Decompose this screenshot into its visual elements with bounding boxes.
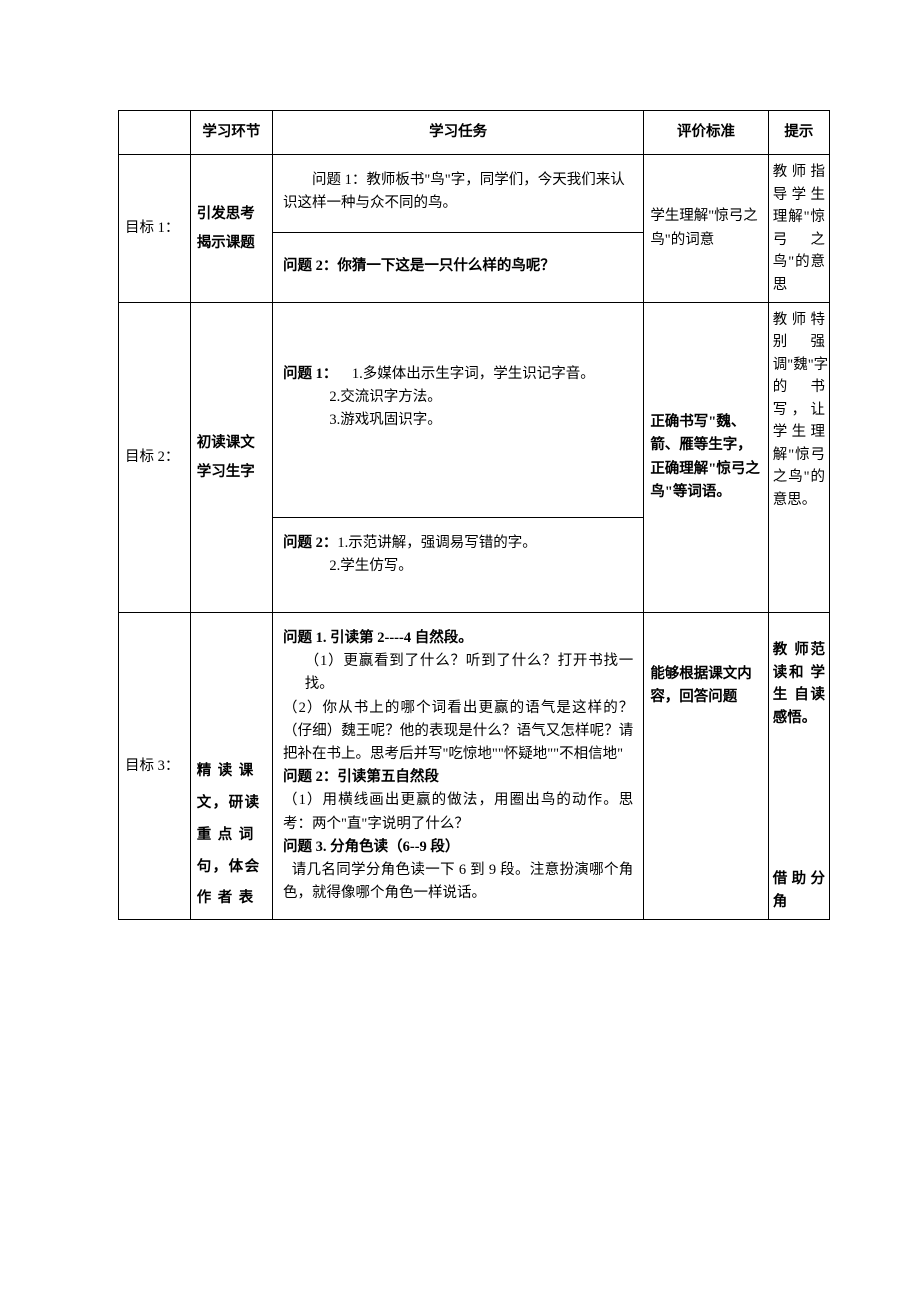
goal3-q1-title: 问题 1. 引读第 2----4 自然段。 [283, 627, 633, 650]
goal1-row1: 目标 1： 引发思考 揭示课题 问题 1：教师板书"鸟"字，同学们，今天我们来认… [119, 155, 830, 233]
header-eval: 评价标准 [644, 111, 768, 155]
goal2-task1-item3: 3.游戏巩固识字。 [283, 409, 633, 432]
goal1-eval: 学生理解"惊弓之鸟"的词意 [644, 155, 768, 303]
goal3-phase-l1: 精 读 课 [197, 756, 266, 788]
goal3-q2-title: 问题 2：引读第五自然段 [283, 766, 633, 789]
goal2-phase-line1: 初读课文 [197, 435, 255, 451]
goal1-phase-line1: 引发思考 [197, 206, 255, 222]
goal3-hint1: 教 师范 读和 学生 自读 感悟。 [768, 613, 829, 822]
goal3-hint2: 借助分角 [768, 822, 829, 920]
lesson-plan-table: 学习环节 学习任务 评价标准 提示 目标 1： 引发思考 揭示课题 问题 1：教… [118, 110, 830, 920]
goal2-task1-line1: 问题 1： 1.多媒体出示生字词，学生识记字音。 [283, 363, 633, 386]
goal2-eval: 正确书写"魏、箭、雁等生字，正确理解"惊弓之鸟"等词语。 [644, 303, 768, 613]
goal2-label: 目标 2： [119, 303, 191, 613]
goal1-task1: 问题 1：教师板书"鸟"字，同学们，今天我们来认识这样一种与众不同的鸟。 [273, 155, 644, 233]
goal2-task2-item1: 1.示范讲解，强调易写错的字。 [337, 535, 536, 551]
goal3-phase: 精 读 课 文，研读 重 点 词 句，体会 作 者 表 [190, 613, 272, 920]
goal2-task2: 问题 2：1.示范讲解，强调易写错的字。 2.学生仿写。 [273, 517, 644, 612]
goal2-hint-empty [768, 517, 829, 612]
goal1-phase-line2: 揭示课题 [197, 235, 255, 251]
goal3-q1-1: （1）更赢看到了什么？听到了什么？打开书找一找。 [283, 650, 633, 696]
header-goal-empty [119, 111, 191, 155]
goal2-task1-item1: 1.多媒体出示生字词，学生识记字音。 [352, 366, 595, 382]
header-task: 学习任务 [273, 111, 644, 155]
goal3-eval: 能够根据课文内容，回答问题 [644, 613, 768, 920]
goal3-q2-1: （1）用横线画出更赢的做法，用圈出鸟的动作。思考：两个"直"字说明了什么？ [283, 789, 633, 835]
goal1-phase: 引发思考 揭示课题 [190, 155, 272, 303]
goal3-label: 目标 3： [119, 613, 191, 920]
goal1-hint: 教师指导学生理解"惊弓之鸟"的意思 [768, 155, 829, 303]
goal1-task2: 问题 2：你猜一下这是一只什么样的鸟呢？ [273, 232, 644, 302]
goal2-task1-lead: 问题 1： [283, 366, 337, 382]
goal3-q3-title: 问题 3. 分角色读（6--9 段） [283, 836, 633, 859]
goal2-task1: 问题 1： 1.多媒体出示生字词，学生识记字音。 2.交流识字方法。 3.游戏巩… [273, 303, 644, 518]
goal3-q3-1: 请几名同学分角色读一下 6 到 9 段。注意扮演哪个角色，就得像哪个角色一样说话… [283, 859, 633, 905]
goal1-task1-text: 问题 1：教师板书"鸟"字，同学们，今天我们来认识这样一种与众不同的鸟。 [283, 169, 633, 215]
goal3-q1-2: （2）你从书上的哪个词看出更赢的语气是这样的？（仔细）魏王呢？他的表现是什么？语… [283, 697, 633, 767]
goal2-phase-line2: 学习生字 [197, 464, 255, 480]
goal3-row1: 目标 3： 精 读 课 文，研读 重 点 词 句，体会 作 者 表 问题 1. … [119, 613, 830, 822]
header-hint: 提示 [768, 111, 829, 155]
goal2-phase: 初读课文 学习生字 [190, 303, 272, 613]
goal2-task2-lead: 问题 2： [283, 535, 337, 551]
table-header-row: 学习环节 学习任务 评价标准 提示 [119, 111, 830, 155]
goal1-task2-text: 问题 2：你猜一下这是一只什么样的鸟呢？ [283, 258, 555, 274]
goal2-task2-item2: 2.学生仿写。 [283, 555, 633, 578]
goal2-task1-item2: 2.交流识字方法。 [283, 386, 633, 409]
goal2-hint: 教师特别强调"魏"字的书写，让学生理解"惊弓之鸟"的意思。 [768, 303, 829, 518]
goal2-task2-line1: 问题 2：1.示范讲解，强调易写错的字。 [283, 532, 633, 555]
goal3-phase-l3: 重 点 词 [197, 820, 266, 852]
goal2-row1: 目标 2： 初读课文 学习生字 问题 1： 1.多媒体出示生字词，学生识记字音。… [119, 303, 830, 518]
header-phase: 学习环节 [190, 111, 272, 155]
goal3-phase-l4: 句，体会 [197, 852, 266, 884]
goal1-label: 目标 1： [119, 155, 191, 303]
goal3-phase-l2: 文，研读 [197, 788, 266, 820]
goal3-phase-l5: 作 者 表 [197, 883, 266, 915]
goal3-task: 问题 1. 引读第 2----4 自然段。 （1）更赢看到了什么？听到了什么？打… [273, 613, 644, 920]
